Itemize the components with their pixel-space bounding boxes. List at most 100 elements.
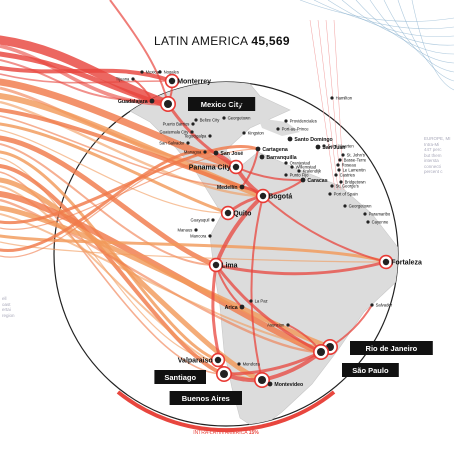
city-label: Panama City bbox=[189, 164, 231, 171]
city-mancora: Mancora bbox=[190, 233, 212, 238]
city-lima: Lima bbox=[208, 257, 238, 273]
city-arica: Arica bbox=[225, 304, 245, 311]
city-label: San Salvador bbox=[159, 140, 185, 145]
side-note-line: Intra-Mi bbox=[424, 141, 440, 147]
side-note-line: 447 perc bbox=[424, 147, 442, 152]
route-line bbox=[0, 108, 244, 189]
city-medellin: Medellín bbox=[217, 184, 245, 191]
route-line bbox=[214, 263, 323, 354]
city-marker bbox=[337, 168, 341, 172]
side-note-line: intersta bbox=[424, 158, 439, 163]
city-marker bbox=[211, 218, 215, 222]
city-marker bbox=[330, 184, 334, 188]
city-label: Mancora bbox=[190, 233, 207, 238]
city-marker bbox=[242, 131, 246, 135]
city-san-jose: San José bbox=[213, 150, 243, 157]
city-label: Manaus bbox=[177, 227, 192, 232]
city-georgetown-ky: Georgetown bbox=[222, 115, 251, 120]
city-oranjestad: Oranjestad bbox=[284, 160, 311, 165]
city-marker bbox=[239, 184, 245, 190]
city-label: Lima bbox=[221, 262, 237, 269]
region-name: LATIN AMERICA bbox=[154, 34, 248, 48]
side-note-line: ell bbox=[2, 296, 7, 301]
city-marker bbox=[336, 163, 340, 167]
city-marker bbox=[238, 102, 242, 106]
city-label: Nogales bbox=[164, 69, 179, 74]
city-label: Santo Domingo bbox=[294, 137, 332, 143]
city-marker bbox=[237, 362, 241, 366]
city-label: Basse-Terre bbox=[344, 157, 367, 162]
intra-region-label: INTRA-LATIN AMERICA bbox=[193, 430, 248, 436]
city-marker bbox=[168, 77, 176, 85]
city-marker bbox=[290, 165, 294, 169]
route-line bbox=[262, 195, 387, 263]
city-bridgetown: Bridgetown bbox=[339, 179, 366, 184]
city-label: Port of Spain bbox=[334, 191, 359, 196]
city-label: Nassau bbox=[222, 101, 237, 106]
city-marker bbox=[220, 370, 228, 378]
route-line bbox=[0, 44, 169, 106]
city-label-box bbox=[169, 391, 242, 405]
route-line bbox=[0, 150, 220, 362]
city-label: San José bbox=[220, 151, 243, 157]
region-title: LATIN AMERICA 45,569 bbox=[154, 34, 290, 48]
city-label: St. John's bbox=[347, 152, 365, 157]
city-label-box bbox=[154, 370, 206, 384]
city-port-of-spain: Port of Spain bbox=[328, 191, 358, 196]
city-label: Providenciales bbox=[290, 118, 317, 123]
region-total: 45,569 bbox=[251, 34, 290, 48]
city-marker bbox=[158, 70, 162, 74]
outbound-route-blue bbox=[383, 0, 454, 73]
route-line bbox=[0, 59, 153, 102]
city-castries: Castries bbox=[334, 172, 355, 177]
side-note-line: but them bbox=[424, 152, 442, 158]
city-willemstad: Willemstad bbox=[290, 164, 317, 169]
city-mexico-city: Mexico City bbox=[160, 96, 256, 113]
side-note-line: ertai bbox=[2, 307, 11, 312]
city-marker bbox=[259, 154, 265, 160]
side-note-line: EUROPE, MI bbox=[424, 136, 451, 141]
route-line bbox=[0, 205, 333, 350]
city-marker bbox=[317, 348, 325, 356]
city-label: Willemstad bbox=[296, 164, 317, 169]
outbound-route-pink bbox=[309, 19, 336, 191]
city-tijuana: Tijuana bbox=[116, 76, 135, 81]
city-la-paz: La Paz bbox=[249, 298, 268, 303]
city-label: Georgetown bbox=[349, 203, 372, 208]
city-marker bbox=[370, 303, 374, 307]
route-line bbox=[0, 149, 218, 252]
city-marker bbox=[343, 204, 347, 208]
route-line bbox=[0, 213, 331, 348]
city-label: Kralendijk bbox=[303, 168, 322, 173]
city-label: Mexicali bbox=[146, 69, 161, 74]
city-asuncion: Asuncion bbox=[267, 322, 290, 327]
city-marker bbox=[258, 376, 266, 384]
city-buenos-aires: Buenos Aires bbox=[169, 371, 271, 405]
city-marker bbox=[214, 356, 222, 364]
outbound-route-blue bbox=[341, 0, 454, 46]
route-line bbox=[214, 260, 388, 276]
city-marker bbox=[267, 381, 273, 387]
city-marker bbox=[341, 153, 345, 157]
city-marker bbox=[297, 169, 301, 173]
outbound-route-blue bbox=[397, 0, 454, 82]
city-label: Cartagena bbox=[262, 147, 287, 153]
route-line bbox=[250, 195, 264, 381]
intra-region-arc bbox=[116, 390, 336, 433]
city-label: Port-au-Prince bbox=[282, 126, 310, 131]
city-marker bbox=[334, 173, 338, 177]
city-tegucigalpa: Tegucigalpa bbox=[184, 133, 212, 138]
city-label: La Paz bbox=[255, 298, 268, 303]
city-marker bbox=[191, 122, 195, 126]
intra-region-value: 15% bbox=[249, 430, 260, 436]
route-line bbox=[0, 115, 243, 188]
city-nassau: Nassau bbox=[222, 101, 242, 106]
city-marker bbox=[339, 180, 343, 184]
route-line bbox=[109, 0, 169, 105]
city-label: Arica bbox=[225, 305, 238, 311]
city-marker bbox=[366, 220, 370, 224]
city-marker bbox=[208, 234, 212, 238]
side-note-line: percent c bbox=[424, 169, 443, 174]
